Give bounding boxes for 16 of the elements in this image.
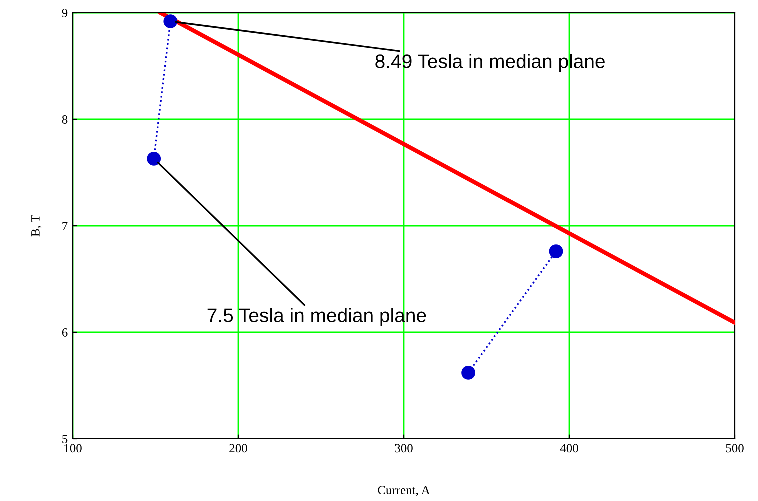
y-tick-label: 9 [62,9,68,18]
point [147,152,162,166]
y-tick-label: 8 [62,116,68,124]
y-tick-label: 7 [62,222,68,230]
y-tick-label: 6 [62,328,68,337]
x-axis-title: Current, A [378,486,430,496]
y-tick-label: 5 [62,435,68,444]
point [164,14,178,28]
x-tick-label: 400 [560,444,578,453]
x-tick-label: 100 [64,444,82,453]
x-tick-label: 500 [726,444,744,453]
point [549,244,564,259]
y-axis-title: B, T [32,215,42,237]
point [462,366,476,380]
x-tick-label: 200 [230,444,248,453]
x-tick-label: 300 [395,444,413,453]
